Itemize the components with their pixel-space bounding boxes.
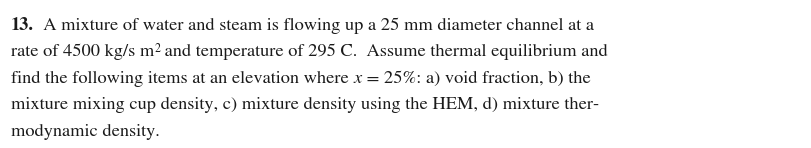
Text: and temperature of 295 C.  Assume thermal equilibrium and: and temperature of 295 C. Assume thermal… (160, 44, 607, 60)
Text: = 25%: a) void fraction, b) the: = 25%: a) void fraction, b) the (361, 71, 590, 87)
Text: 13.: 13. (11, 17, 34, 34)
Text: modynamic density.: modynamic density. (11, 124, 160, 140)
Text: rate of 4500 kg/s m: rate of 4500 kg/s m (11, 44, 154, 60)
Text: x: x (353, 70, 361, 87)
Text: find the following items at an elevation where: find the following items at an elevation… (11, 71, 353, 87)
Text: A mixture of water and steam is flowing up a 25 mm diameter channel at a: A mixture of water and steam is flowing … (34, 17, 594, 34)
Text: 2: 2 (154, 43, 160, 55)
Text: mixture mixing cup density, c) mixture density using the HEM, d) mixture ther-: mixture mixing cup density, c) mixture d… (11, 97, 599, 113)
